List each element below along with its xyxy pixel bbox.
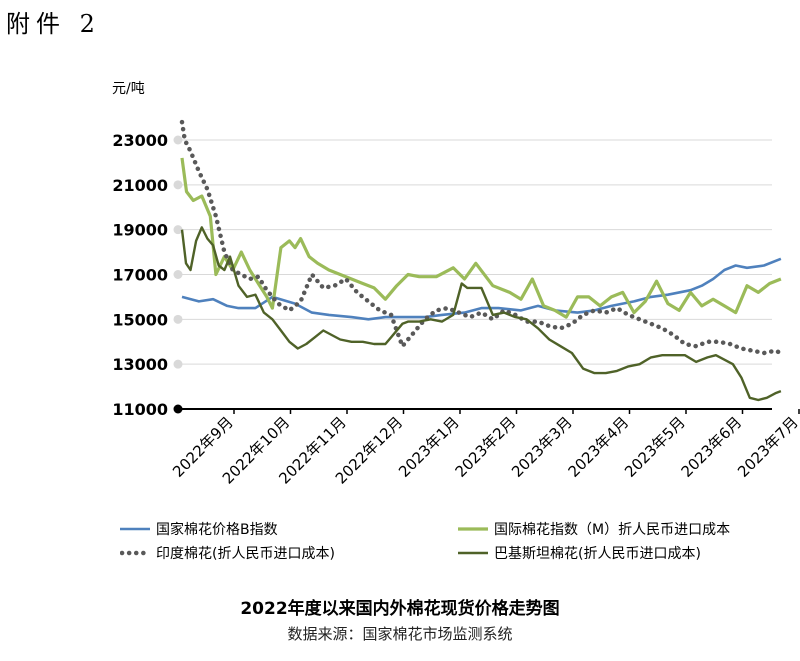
y-axis-label: 元/吨 — [112, 81, 145, 97]
chart-source: 数据来源：国家棉花市场监测系统 — [287, 625, 513, 643]
y-tick-label: 17000 — [112, 266, 168, 285]
y-tick-label: 11000 — [112, 400, 168, 419]
series-line-3 — [180, 226, 782, 402]
legend-swatch-pakistan — [458, 551, 488, 555]
x-tick-label: 2023年5月 — [621, 413, 689, 481]
x-tick-label: 2023年4月 — [565, 413, 633, 481]
legend-swatch-b-index — [120, 527, 150, 531]
attachment-label: 附件 2 — [6, 10, 101, 38]
x-tick-label: 2023年3月 — [508, 413, 576, 481]
legend-swatch-india — [120, 550, 150, 556]
legend-item-pakistan: 巴基斯坦棉花(折人民币进口成本) — [458, 542, 701, 564]
legend-label-b-index: 国家棉花价格B指数 — [156, 522, 278, 538]
x-tick-label: 2023年1月 — [395, 413, 463, 481]
legend-label-india: 印度棉花(折人民币进口成本) — [156, 546, 335, 562]
y-tick-label: 15000 — [112, 310, 168, 329]
y-tick-marker-17000 — [173, 270, 183, 279]
y-tick-marker-15000 — [173, 314, 183, 324]
axis-origin-marker — [173, 404, 183, 414]
y-tick-marker-23000 — [173, 135, 183, 145]
legend-swatch-m-index — [458, 527, 488, 531]
x-tick-label: 2023年6月 — [678, 413, 746, 481]
series-line-1 — [180, 157, 782, 319]
y-tick-marker-19000 — [173, 225, 183, 235]
y-tick-marker-21000 — [173, 180, 183, 190]
y-tick-label: 19000 — [112, 221, 168, 240]
x-tick-label: 2023年7月 — [734, 413, 800, 481]
series-line-2 — [179, 119, 784, 356]
x-axis-ticks: 2022年9月2022年10月2022年11月2022年12月2023年1月20… — [169, 409, 800, 488]
y-tick-label: 13000 — [112, 355, 168, 374]
legend-label-m-index: 国际棉花指数（M）折人民币进口成本 — [494, 522, 731, 538]
x-tick-label: 2023年2月 — [452, 413, 520, 481]
y-axis-ticks: 11000 13000 15000 17000 19000 21000 23000 — [112, 131, 183, 419]
y-tick-label: 21000 — [112, 176, 168, 195]
legend-item-m-index: 国际棉花指数（M）折人民币进口成本 — [458, 518, 730, 540]
y-tick-marker-13000 — [173, 359, 183, 369]
axes — [173, 404, 772, 414]
y-tick-label: 23000 — [112, 131, 168, 150]
series-lines — [179, 119, 784, 402]
legend-item-b-index: 国家棉花价格B指数 — [120, 518, 278, 540]
legend-item-india: 印度棉花(折人民币进口成本) — [120, 542, 335, 564]
grid-lines — [178, 139, 772, 365]
chart-title: 2022年度以来国内外棉花现货价格走势图 — [240, 599, 560, 619]
legend-label-pakistan: 巴基斯坦棉花(折人民币进口成本) — [494, 546, 701, 562]
legend: 国家棉花价格B指数 国际棉花指数（M）折人民币进口成本 印度棉花(折人民币进口成… — [120, 518, 780, 568]
